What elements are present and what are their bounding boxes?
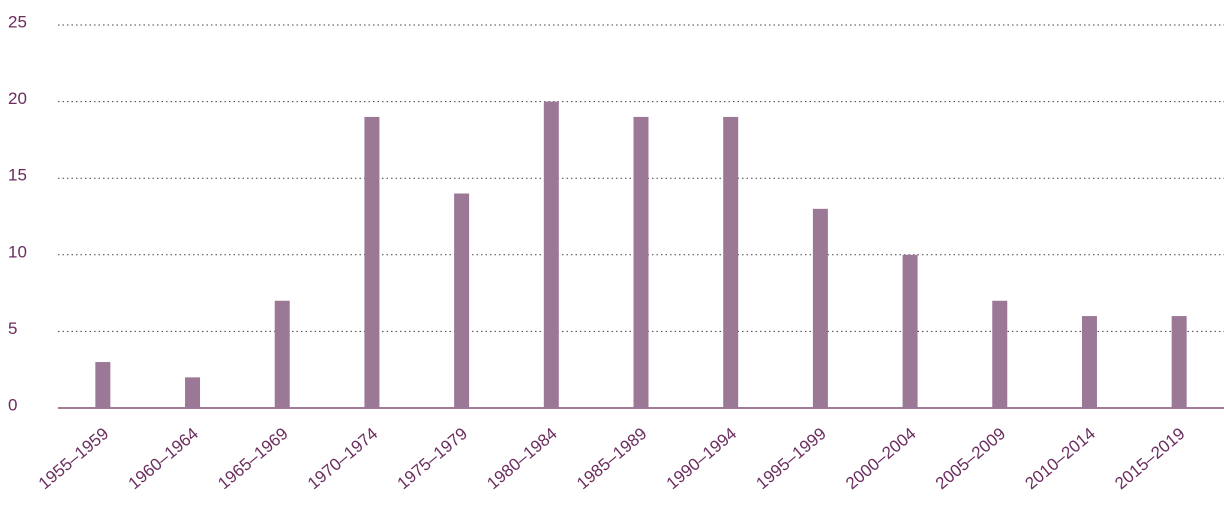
bar: [274, 300, 290, 408]
bar: [723, 116, 739, 409]
y-tick-label: 25: [8, 12, 27, 31]
bar: [992, 300, 1008, 408]
x-tick-label: 1955–1959: [35, 424, 112, 493]
x-tick-label: 1985–1989: [573, 424, 650, 493]
y-tick-label: 10: [8, 242, 27, 261]
x-tick-label: 1960–1964: [125, 424, 202, 493]
x-tick-label: 1990–1994: [663, 424, 740, 493]
bar: [633, 116, 649, 409]
x-tick-label: 2010–2014: [1022, 424, 1099, 493]
bar: [95, 362, 111, 408]
x-tick-label: 2015–2019: [1111, 424, 1188, 493]
y-tick-label: 5: [8, 319, 17, 338]
bar: [543, 101, 559, 408]
x-tick-label: 1970–1974: [304, 424, 381, 493]
bar: [1171, 316, 1187, 408]
bar: [454, 193, 470, 408]
bar: [364, 116, 380, 409]
bar: [185, 377, 201, 408]
y-tick-label: 20: [8, 89, 27, 108]
bar: [812, 208, 828, 408]
bar: [1081, 316, 1097, 408]
y-tick-label: 0: [8, 395, 17, 414]
x-tick-label: 2005–2009: [932, 424, 1009, 493]
x-tick-label: 1980–1984: [483, 424, 560, 493]
x-tick-label: 1965–1969: [214, 424, 291, 493]
x-tick-label: 1995–1999: [752, 424, 829, 493]
bar: [902, 254, 918, 408]
x-tick-label: 2000–2004: [842, 424, 919, 493]
y-tick-label: 15: [8, 166, 27, 185]
x-tick-label: 1975–1979: [394, 424, 471, 493]
